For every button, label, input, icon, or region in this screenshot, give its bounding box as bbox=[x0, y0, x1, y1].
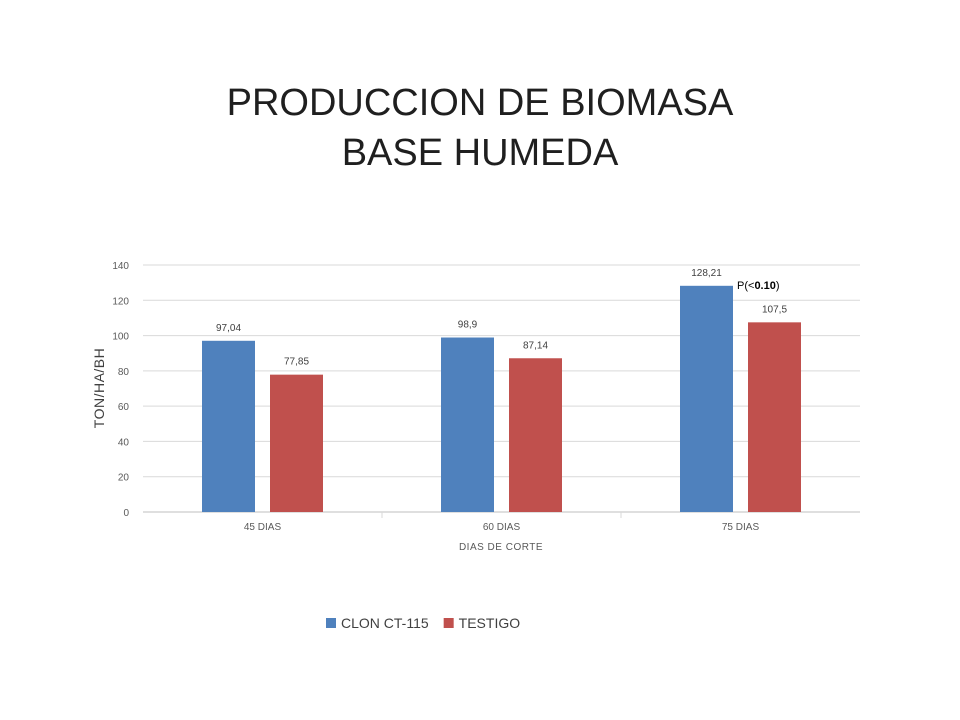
annotation-value: 0.10 bbox=[754, 280, 775, 292]
legend-swatch bbox=[443, 618, 454, 628]
y-axis-label: TON/HA/BH bbox=[91, 348, 107, 428]
data-labels: 97,04 77,85 98,9 87,14 128,21 107,5 bbox=[216, 268, 787, 368]
legend-entry: CLON CT-115 bbox=[341, 615, 429, 631]
y-tick-label: 120 bbox=[112, 296, 129, 307]
x-tick-labels: 45 DIAS 60 DIAS 75 DIAS bbox=[244, 522, 760, 533]
gridlines bbox=[143, 264, 860, 518]
bar bbox=[748, 322, 801, 512]
x-axis-label: DIAS DE CORTE bbox=[459, 542, 543, 553]
legend: CLON CT-115 TESTIGO bbox=[326, 615, 520, 631]
data-label: 107,5 bbox=[762, 304, 787, 315]
data-label: 128,21 bbox=[691, 268, 722, 279]
y-tick-labels: 0 20 40 60 80 100 120 140 bbox=[112, 261, 129, 519]
annotation-prefix: P(< bbox=[737, 280, 754, 292]
x-tick-label: 75 DIAS bbox=[722, 522, 760, 533]
x-tick-label: 60 DIAS bbox=[483, 522, 521, 533]
legend-entry: TESTIGO bbox=[459, 615, 521, 631]
legend-swatch bbox=[326, 618, 336, 628]
data-label: 77,85 bbox=[284, 357, 309, 368]
bar bbox=[441, 337, 494, 512]
y-tick-label: 60 bbox=[118, 402, 130, 413]
bar bbox=[202, 340, 255, 512]
y-tick-label: 0 bbox=[123, 508, 129, 519]
y-tick-label: 140 bbox=[112, 261, 129, 272]
y-tick-label: 20 bbox=[118, 473, 130, 484]
bar bbox=[270, 374, 323, 512]
data-label: 98,9 bbox=[458, 320, 478, 331]
bars bbox=[202, 285, 801, 512]
bar bbox=[509, 358, 562, 512]
bar bbox=[680, 285, 733, 512]
data-label: 97,04 bbox=[216, 323, 241, 334]
chart-title-line-2: BASE HUMEDA bbox=[341, 132, 619, 174]
data-label: 87,14 bbox=[523, 340, 548, 351]
chart-title-line-1: PRODUCCION DE BIOMASA bbox=[226, 82, 734, 124]
annotation-suffix: ) bbox=[776, 280, 780, 292]
y-tick-label: 80 bbox=[118, 367, 130, 378]
y-tick-label: 40 bbox=[118, 437, 130, 448]
y-tick-label: 100 bbox=[112, 332, 129, 343]
x-tick-label: 45 DIAS bbox=[244, 522, 282, 533]
p-value-annotation: P(<0.10) bbox=[737, 280, 780, 292]
